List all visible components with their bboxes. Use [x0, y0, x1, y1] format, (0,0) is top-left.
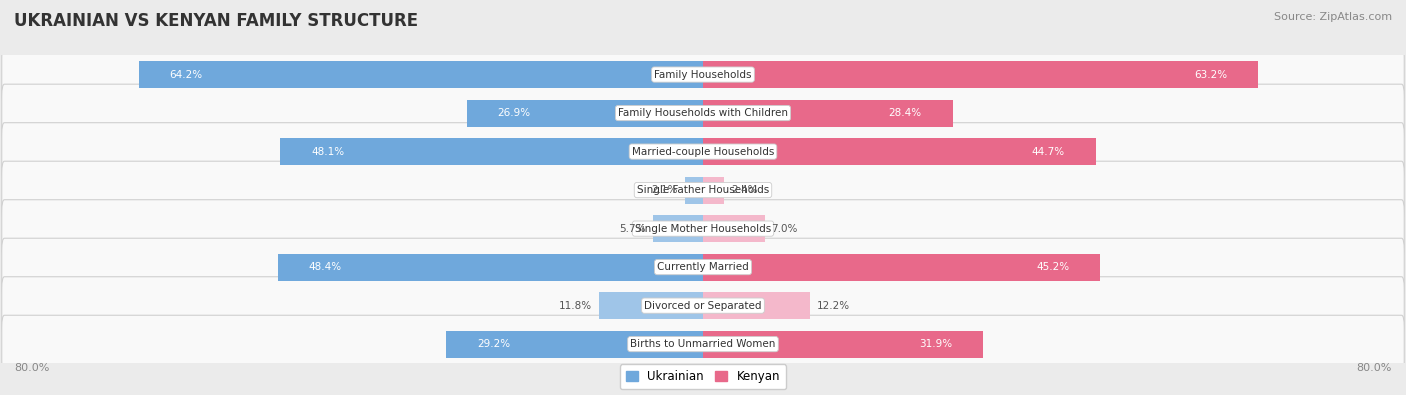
FancyBboxPatch shape	[1, 238, 1405, 296]
Text: Married-couple Households: Married-couple Households	[631, 147, 775, 156]
Text: 7.0%: 7.0%	[772, 224, 799, 233]
FancyBboxPatch shape	[1, 161, 1405, 219]
FancyBboxPatch shape	[1, 46, 1405, 103]
Bar	[652, 215, 703, 242]
Text: 48.1%: 48.1%	[311, 147, 344, 156]
Text: Single Mother Households: Single Mother Households	[636, 224, 770, 233]
FancyBboxPatch shape	[1, 200, 1405, 258]
Text: Source: ZipAtlas.com: Source: ZipAtlas.com	[1274, 12, 1392, 22]
Bar	[703, 331, 983, 357]
Bar	[685, 177, 703, 203]
Bar	[703, 254, 1099, 280]
Text: 26.9%: 26.9%	[498, 108, 530, 118]
Bar	[703, 292, 810, 319]
Text: 2.4%: 2.4%	[731, 185, 758, 195]
Text: Divorced or Separated: Divorced or Separated	[644, 301, 762, 310]
FancyBboxPatch shape	[1, 315, 1405, 373]
Text: 44.7%: 44.7%	[1032, 147, 1066, 156]
FancyBboxPatch shape	[1, 123, 1405, 181]
FancyBboxPatch shape	[1, 84, 1405, 142]
Text: 2.1%: 2.1%	[651, 185, 678, 195]
Bar	[703, 138, 1095, 165]
Bar	[599, 292, 703, 319]
Text: UKRAINIAN VS KENYAN FAMILY STRUCTURE: UKRAINIAN VS KENYAN FAMILY STRUCTURE	[14, 12, 418, 30]
Text: 80.0%: 80.0%	[1357, 363, 1392, 373]
Bar	[703, 61, 1258, 88]
Bar	[280, 138, 703, 165]
Text: Family Households with Children: Family Households with Children	[619, 108, 787, 118]
Bar	[703, 100, 953, 126]
FancyBboxPatch shape	[1, 277, 1405, 335]
Text: Single Father Households: Single Father Households	[637, 185, 769, 195]
Bar	[703, 215, 765, 242]
Text: 48.4%: 48.4%	[308, 262, 342, 272]
Bar	[467, 100, 703, 126]
Text: Family Households: Family Households	[654, 70, 752, 79]
Text: 5.7%: 5.7%	[620, 224, 645, 233]
Text: 28.4%: 28.4%	[889, 108, 922, 118]
Text: 31.9%: 31.9%	[920, 339, 953, 349]
Legend: Ukrainian, Kenyan: Ukrainian, Kenyan	[620, 364, 786, 389]
Bar	[703, 177, 724, 203]
Text: 11.8%: 11.8%	[560, 301, 592, 310]
Bar	[139, 61, 703, 88]
Text: 45.2%: 45.2%	[1036, 262, 1070, 272]
Text: Currently Married: Currently Married	[657, 262, 749, 272]
Text: 12.2%: 12.2%	[817, 301, 851, 310]
Text: Births to Unmarried Women: Births to Unmarried Women	[630, 339, 776, 349]
Text: 80.0%: 80.0%	[14, 363, 49, 373]
Text: 63.2%: 63.2%	[1195, 70, 1227, 79]
Text: 29.2%: 29.2%	[477, 339, 510, 349]
Bar	[447, 331, 703, 357]
Text: 64.2%: 64.2%	[170, 70, 202, 79]
Bar	[278, 254, 703, 280]
